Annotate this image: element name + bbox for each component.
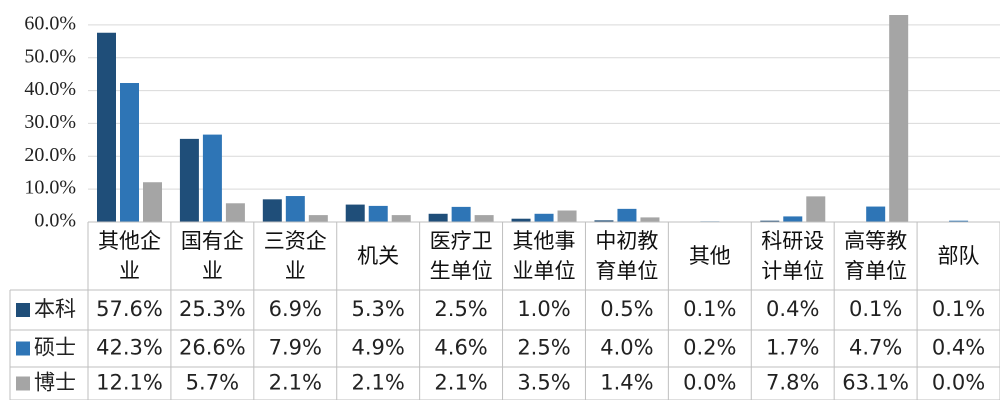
bar: [474, 215, 494, 222]
table-value: 7.9%: [269, 336, 322, 360]
x-tick-label: 其他企业: [97, 229, 161, 283]
table-value: 57.6%: [96, 297, 163, 321]
table-value: 42.3%: [96, 336, 163, 360]
bar: [428, 213, 448, 222]
bar: [120, 83, 139, 222]
x-tick-label: 机关: [357, 244, 400, 268]
bar: [534, 213, 554, 222]
bar: [617, 208, 637, 222]
x-tick-label: 三资企业: [263, 229, 327, 283]
legend-key: [16, 376, 30, 391]
y-tick-label: 40.0%: [24, 78, 76, 100]
table-value: 0.0%: [932, 371, 985, 395]
bar: [179, 138, 199, 222]
y-tick-label: 20.0%: [24, 144, 76, 166]
bar: [866, 206, 886, 222]
table-value: 0.4%: [932, 336, 985, 360]
x-tick-label: 科研设计单位: [761, 229, 825, 283]
table-value: 2.5%: [517, 336, 570, 360]
bar: [557, 210, 577, 222]
table-value: 2.1%: [434, 371, 487, 395]
table-value: 6.9%: [269, 297, 322, 321]
table-value: 25.3%: [179, 297, 246, 321]
bar: [97, 32, 116, 222]
table-value: 2.5%: [434, 297, 487, 321]
table-value: 0.2%: [683, 336, 736, 360]
bar: [760, 220, 780, 222]
x-tick-label: 中初教育单位: [595, 229, 659, 283]
table-value: 4.7%: [849, 336, 902, 360]
bar: [391, 215, 411, 222]
x-tick-label: 其他: [688, 244, 731, 268]
table-value: 4.9%: [352, 336, 405, 360]
bar: [949, 220, 969, 222]
bar: [308, 215, 328, 222]
table-value: 5.3%: [352, 297, 405, 321]
bar: [640, 217, 660, 222]
table-value: 4.6%: [434, 336, 487, 360]
bar: [594, 220, 614, 222]
table-value: 26.6%: [179, 336, 246, 360]
category-cell: 高等教育单位: [844, 229, 908, 283]
table-value: 4.0%: [600, 336, 653, 360]
table-value: 1.4%: [600, 371, 653, 395]
legend-key: [16, 303, 30, 317]
bar: [783, 216, 803, 222]
bar: [285, 196, 305, 222]
legend-label: 本科: [34, 297, 76, 321]
bar: [889, 15, 909, 222]
category-cell: 其他企业: [97, 229, 161, 283]
x-tick-label: 国有企业: [180, 229, 244, 283]
table-value: 3.5%: [517, 371, 570, 395]
bar: [511, 218, 531, 222]
table-value: 7.8%: [766, 371, 819, 395]
category-cell: 科研设计单位: [761, 229, 825, 283]
y-tick-label: 0.0%: [34, 210, 76, 232]
table-value: 12.1%: [96, 371, 163, 395]
bar: [143, 182, 162, 222]
table-value: 2.1%: [269, 371, 322, 395]
bar: [451, 206, 471, 222]
bar: [262, 199, 282, 222]
legend-label: 博士: [34, 371, 76, 395]
x-tick-label: 部队: [937, 244, 980, 268]
table-value: 1.0%: [517, 297, 570, 321]
bar: [345, 204, 365, 222]
table-value: 1.7%: [766, 336, 819, 360]
x-tick-label: 高等教育单位: [844, 229, 908, 283]
x-tick-label: 医疗卫生单位: [429, 229, 493, 283]
table-value: 0.5%: [600, 297, 653, 321]
table-value: 63.1%: [842, 371, 909, 395]
bar: [368, 205, 388, 222]
bar: [202, 134, 222, 222]
legend-key: [16, 341, 30, 356]
table-value: 0.1%: [683, 297, 736, 321]
table-value: 0.0%: [683, 371, 736, 395]
category-cell: 国有企业: [180, 229, 244, 283]
x-tick-label: 其他事业单位: [512, 229, 576, 283]
bar: [806, 196, 826, 222]
category-cell: 医疗卫生单位: [429, 229, 493, 283]
category-cell: 其他: [688, 244, 731, 268]
category-cell: 三资企业: [263, 229, 327, 283]
bar: [225, 203, 245, 222]
table-value: 0.1%: [932, 297, 985, 321]
table-value: 2.1%: [352, 371, 405, 395]
legend-label: 硕士: [34, 336, 76, 360]
table-value: 0.1%: [849, 297, 902, 321]
category-cell: 部队: [937, 244, 980, 268]
table-value: 0.4%: [766, 297, 819, 321]
y-tick-label: 30.0%: [24, 111, 76, 133]
category-cell: 中初教育单位: [595, 229, 659, 283]
category-cell: 其他事业单位: [512, 229, 576, 283]
y-tick-label: 60.0%: [24, 12, 76, 34]
table-value: 5.7%: [186, 371, 239, 395]
category-cell: 机关: [357, 244, 400, 268]
y-tick-label: 50.0%: [24, 45, 76, 67]
y-tick-label: 10.0%: [24, 177, 76, 199]
